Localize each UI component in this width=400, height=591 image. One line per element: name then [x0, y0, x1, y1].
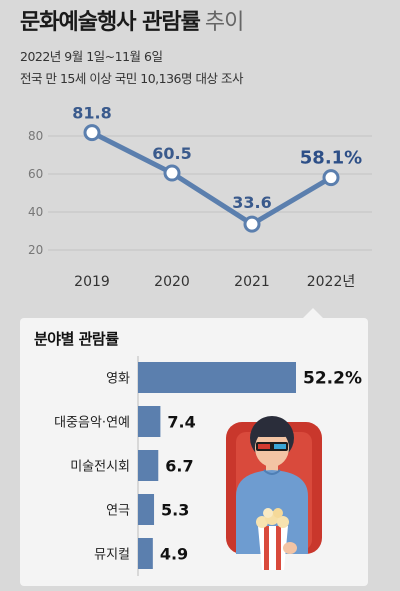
data-label: 81.8 [72, 104, 111, 123]
bar-value-label: 52.2% [303, 369, 362, 389]
subtitle-sample: 전국 만 15세 이상 국민 10,136명 대상 조사 [20, 71, 243, 86]
bar [138, 450, 159, 481]
genre-panel-title: 분야별 관람률 [34, 330, 119, 348]
bar-value-label: 4.9 [160, 545, 188, 564]
y-tick-label: 20 [28, 243, 43, 257]
data-point [163, 164, 181, 182]
x-tick-label: 2019 [74, 274, 110, 290]
bar [138, 406, 161, 437]
bar [138, 362, 296, 393]
title-main: 문화예술행사 관람률 [20, 10, 201, 35]
panel-notch [303, 308, 323, 318]
bar-category-label: 연극 [106, 504, 130, 519]
series-line [90, 130, 333, 227]
genre-panel: 영화 52.2% 대중음악·연예 7.4 미술전시회 6.7 연극 5.3 뮤지컬 4.9 분야별… [20, 318, 368, 586]
data-label: 60.5 [152, 144, 191, 163]
y-tick-label: 40 [28, 205, 43, 219]
person-3d-glasses-popcorn-icon [226, 416, 322, 570]
bar-category-label: 미술전시회 [70, 460, 130, 475]
data-label: 58.1% [300, 148, 362, 169]
title-sub: 추이 [204, 10, 244, 35]
y-tick-label: 80 [28, 129, 43, 143]
bar [138, 538, 153, 569]
x-tick-label: 2020 [154, 274, 190, 290]
data-point [83, 124, 101, 142]
x-tick-label: 2022년 [307, 274, 356, 290]
x-tick-label: 2021 [234, 274, 270, 290]
bar-category-label: 대중음악·연예 [54, 416, 130, 431]
bar-chart: 영화 52.2% 대중음악·연예 7.4 미술전시회 6.7 연극 5.3 뮤지컬 4.9 [54, 356, 362, 576]
y-tick-label: 60 [28, 167, 43, 181]
bar-value-label: 6.7 [165, 457, 193, 476]
bar-category-label: 영화 [106, 372, 130, 387]
data-point [322, 169, 340, 187]
bar-category-label: 뮤지컬 [94, 548, 130, 563]
bar-value-label: 7.4 [167, 413, 195, 432]
line-chart: 80 60 40 20 81.8 60.5 33.6 58.1% 2019 2020 2021 202… [28, 104, 372, 290]
bar-value-label: 5.3 [161, 501, 189, 520]
data-point [243, 215, 261, 233]
bar [138, 494, 155, 525]
subtitle-period: 2022년 9월 1일~11월 6일 [20, 49, 163, 64]
data-label: 33.6 [232, 193, 271, 212]
chart-title: 문화예술행사 관람률 추이 [20, 4, 244, 36]
